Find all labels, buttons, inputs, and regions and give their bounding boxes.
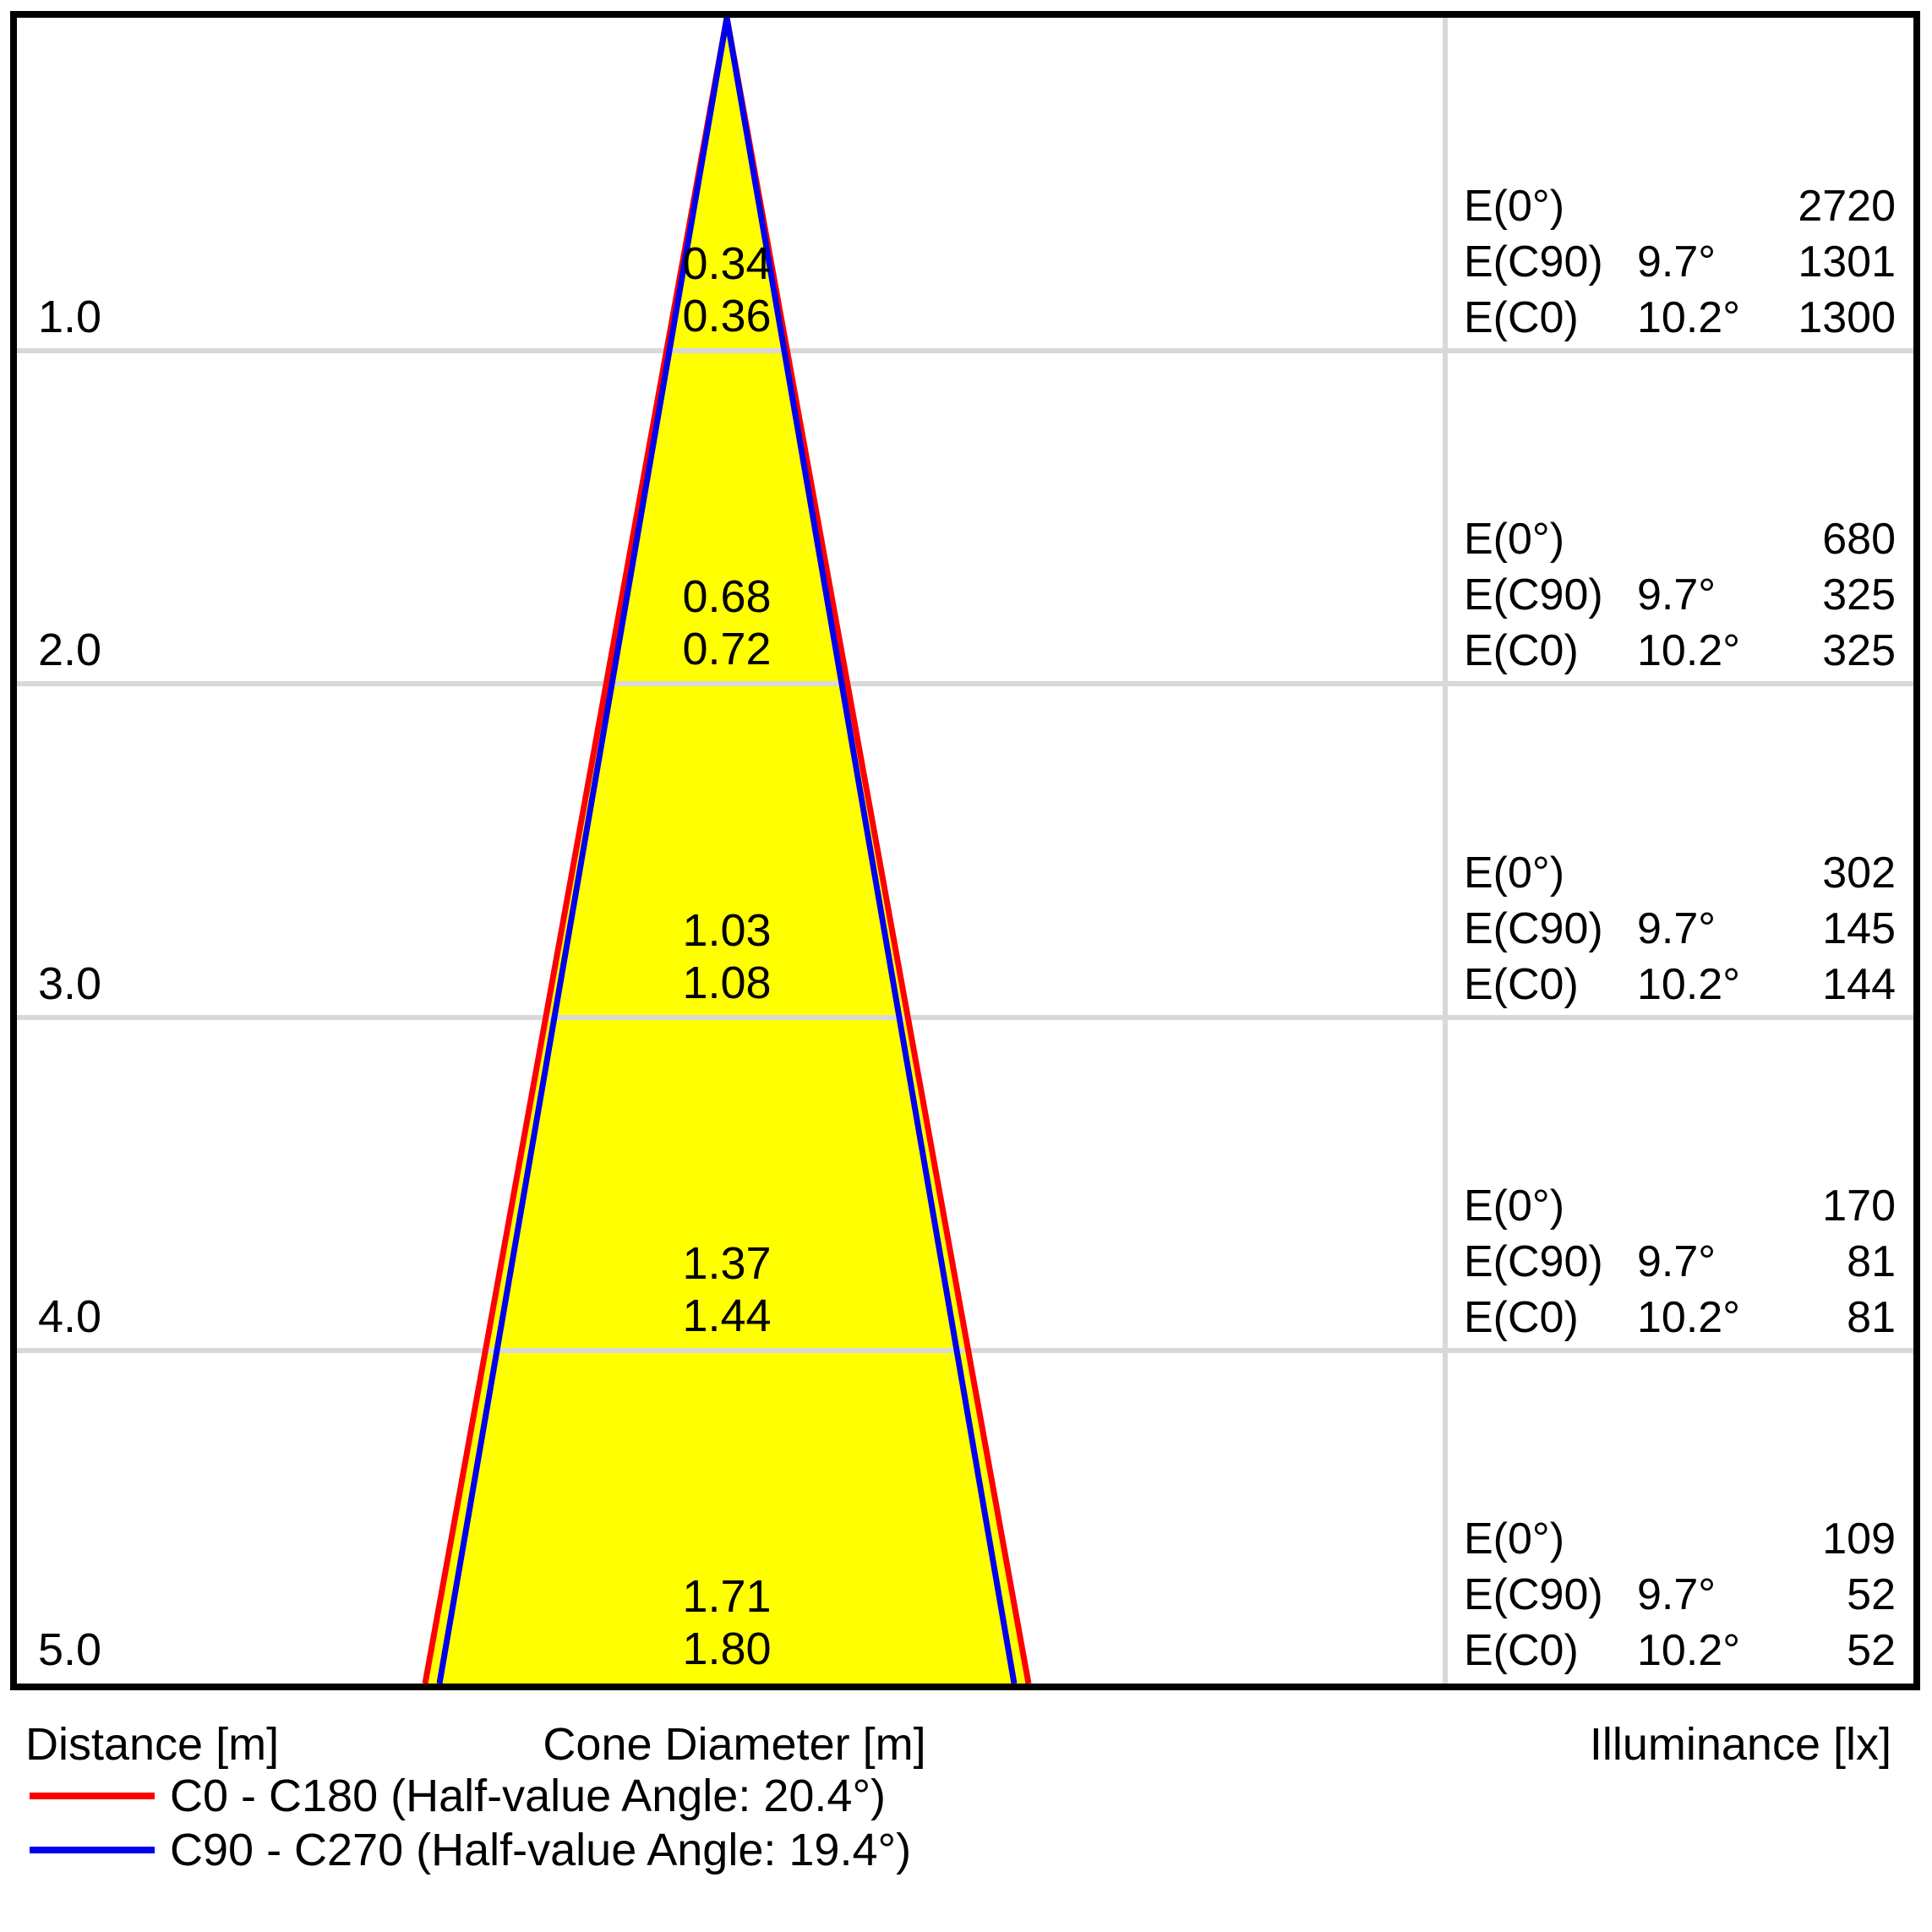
cone-diameter-c90: 1.37 xyxy=(682,1238,772,1289)
e0-angle xyxy=(1637,1178,1772,1234)
e0-label: E(0°) xyxy=(1464,515,1565,564)
ec0-label: E(C0) xyxy=(1464,1626,1579,1675)
cone-diameter-c0: 0.72 xyxy=(682,624,772,674)
distance-label: 3.0 xyxy=(38,958,102,1009)
cone-diameter-values: 1.71 1.80 xyxy=(682,1570,771,1675)
ec90-angle: 9.7° xyxy=(1637,1237,1716,1286)
distance-axis-label: Distance [m] xyxy=(25,1719,280,1770)
e0-label: E(0°) xyxy=(1464,182,1565,231)
e0-angle xyxy=(1637,845,1772,901)
ec0-label: E(C0) xyxy=(1464,293,1579,342)
e0-value: 2720 xyxy=(1798,182,1896,231)
ec90-label: E(C90) xyxy=(1464,1237,1603,1286)
cone-diameter-c90: 1.03 xyxy=(682,905,772,956)
ec90-value: 52 xyxy=(1847,1570,1896,1619)
ec90-value: 81 xyxy=(1847,1237,1896,1286)
e0-angle xyxy=(1637,511,1772,567)
ec90-angle: 9.7° xyxy=(1637,904,1716,953)
photometric-table: 1.0 0.34 0.36 E(0°) 2720 E(C90) 9.7° 130… xyxy=(10,11,1920,1690)
e0-label: E(0°) xyxy=(1464,1182,1565,1231)
illuminance-axis-label: Illuminance [lx] xyxy=(1589,1719,1891,1770)
e0-value: 109 xyxy=(1822,1514,1896,1564)
c0-c180-cone-outline xyxy=(422,18,1032,1684)
legend-label-c90: C90 - C270 (Half-value Angle: 19.4°) xyxy=(170,1825,912,1875)
cone-diameter-values: 0.68 0.72 xyxy=(682,570,771,675)
illuminance-block: E(0°) 680 E(C90) 9.7° 325 E(C0) 10.2° 32… xyxy=(1464,511,1896,679)
distance-label: 1.0 xyxy=(38,292,102,342)
cone-diameter-c90: 1.71 xyxy=(682,1571,772,1622)
ec0-angle: 10.2° xyxy=(1637,960,1741,1009)
e0-value: 302 xyxy=(1822,849,1896,898)
distance-label: 2.0 xyxy=(38,625,102,675)
illuminance-block: E(0°) 109 E(C90) 9.7° 52 E(C0) 10.2° 52 xyxy=(1464,1511,1896,1678)
cone-diameter-c90: 0.68 xyxy=(682,571,772,622)
e0-label: E(0°) xyxy=(1464,849,1565,898)
c90-line-swatch xyxy=(30,1847,155,1853)
e0-angle xyxy=(1637,1511,1772,1567)
cone-diameter-c0: 1.80 xyxy=(682,1624,772,1674)
cone-diameter-c0: 1.08 xyxy=(682,958,772,1008)
ec90-angle: 9.7° xyxy=(1637,1570,1716,1619)
ec0-value: 325 xyxy=(1822,626,1896,675)
illuminance-block: E(0°) 170 E(C90) 9.7° 81 E(C0) 10.2° 81 xyxy=(1464,1178,1896,1345)
e0-angle xyxy=(1637,178,1772,234)
distance-label: 5.0 xyxy=(38,1624,102,1675)
cone-diameter-c90: 0.34 xyxy=(682,238,772,289)
c90-c270-cone-outline xyxy=(436,18,1018,1684)
cone-diameter-values: 0.34 0.36 xyxy=(682,237,771,342)
ec0-angle: 10.2° xyxy=(1637,626,1741,675)
ec0-angle: 10.2° xyxy=(1637,1626,1741,1675)
ec0-value: 144 xyxy=(1822,960,1896,1009)
ec90-label: E(C90) xyxy=(1464,237,1603,287)
cone-diameter-c0: 1.44 xyxy=(682,1291,772,1341)
e0-label: E(0°) xyxy=(1464,1514,1565,1564)
illuminance-block: E(0°) 302 E(C90) 9.7° 145 E(C0) 10.2° 14… xyxy=(1464,845,1896,1012)
legend-item-c90: C90 - C270 (Half-value Angle: 19.4°) xyxy=(30,1823,911,1877)
ec0-value: 52 xyxy=(1847,1626,1896,1675)
cone-diameter-axis-label: Cone Diameter [m] xyxy=(543,1719,926,1770)
cone-diameter-c0: 0.36 xyxy=(682,291,772,341)
distance-label: 4.0 xyxy=(38,1291,102,1342)
light-cone-fill xyxy=(425,18,1029,1684)
cone-diameter-values: 1.03 1.08 xyxy=(682,904,771,1009)
e0-value: 680 xyxy=(1822,515,1896,564)
cone-chart-svg xyxy=(17,18,1913,1684)
ec90-value: 325 xyxy=(1822,570,1896,619)
e0-value: 170 xyxy=(1822,1182,1896,1231)
illuminance-block: E(0°) 2720 E(C90) 9.7° 1301 E(C0) 10.2° … xyxy=(1464,178,1896,346)
ec90-angle: 9.7° xyxy=(1637,237,1716,287)
ec0-label: E(C0) xyxy=(1464,960,1579,1009)
ec0-value: 81 xyxy=(1847,1293,1896,1342)
ec0-label: E(C0) xyxy=(1464,1293,1579,1342)
ec0-angle: 10.2° xyxy=(1637,293,1741,342)
ec90-label: E(C90) xyxy=(1464,570,1603,619)
ec90-angle: 9.7° xyxy=(1637,570,1716,619)
c0-line-swatch xyxy=(30,1793,155,1799)
ec0-angle: 10.2° xyxy=(1637,1293,1741,1342)
legend-item-c0: C0 - C180 (Half-value Angle: 20.4°) xyxy=(30,1769,886,1823)
ec0-value: 1300 xyxy=(1798,293,1896,342)
ec90-value: 145 xyxy=(1822,904,1896,953)
ec0-label: E(C0) xyxy=(1464,626,1579,675)
ec90-value: 1301 xyxy=(1798,237,1896,287)
ec90-label: E(C90) xyxy=(1464,1570,1603,1619)
legend-label-c0: C0 - C180 (Half-value Angle: 20.4°) xyxy=(170,1771,887,1821)
cone-diameter-values: 1.37 1.44 xyxy=(682,1237,771,1342)
ec90-label: E(C90) xyxy=(1464,904,1603,953)
